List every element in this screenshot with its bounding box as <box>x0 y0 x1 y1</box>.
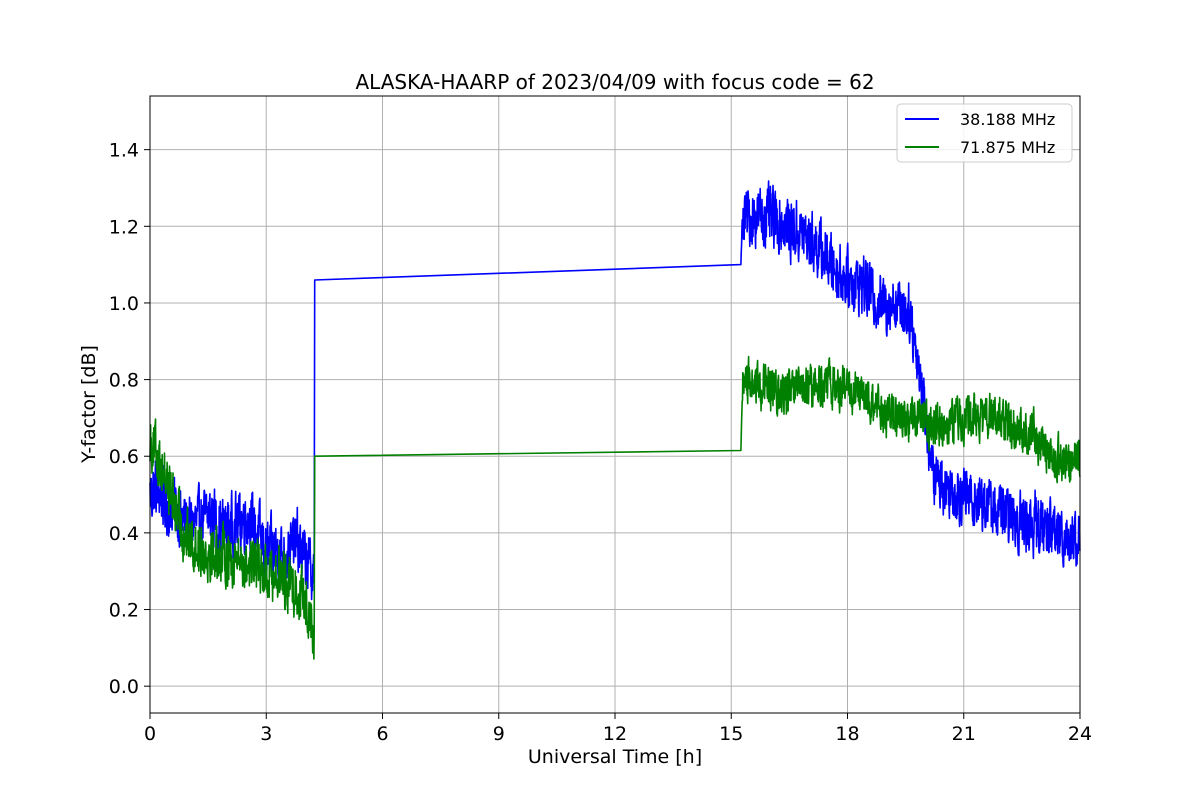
legend-label-series-2: 71.875 MHz <box>960 138 1055 157</box>
x-tick-label: 6 <box>376 723 388 745</box>
y-tick-label: 1.0 <box>109 293 139 315</box>
y-tick-label: 0.6 <box>109 446 139 468</box>
ticks: 0 3 6 9 12 15 18 21 24 0.0 0.2 0.4 0.6 0.8 1.0 1.2 1.4 <box>109 140 1092 745</box>
x-tick-label: 0 <box>144 723 156 745</box>
legend-box <box>896 103 1073 163</box>
y-tick-label: 1.2 <box>109 216 139 238</box>
x-axis-title: Universal Time [h] <box>528 746 702 768</box>
x-tick-label: 9 <box>493 723 505 745</box>
x-tick-label: 24 <box>1068 723 1092 745</box>
x-tick-label: 12 <box>603 723 627 745</box>
y-tick-label: 0.2 <box>109 600 139 622</box>
x-tick-label: 3 <box>260 723 272 745</box>
y-axis-title: Y-factor [dB] <box>78 345 100 464</box>
legend-label-series-1: 38.188 MHz <box>960 110 1055 129</box>
x-tick-label: 21 <box>952 723 976 745</box>
y-tick-label: 0.4 <box>109 523 139 545</box>
chart-title: ALASKA-HAARP of 2023/04/09 with focus co… <box>355 70 874 94</box>
y-tick-label: 0.8 <box>109 370 139 392</box>
y-tick-label: 0.0 <box>109 676 139 698</box>
series-line-2 <box>149 355 1081 660</box>
y-tick-label: 1.4 <box>109 140 139 162</box>
x-tick-label: 15 <box>719 723 743 745</box>
legend: 38.188 MHz 71.875 MHz <box>896 103 1073 163</box>
x-tick-label: 18 <box>835 723 859 745</box>
series-layer <box>149 180 1081 660</box>
